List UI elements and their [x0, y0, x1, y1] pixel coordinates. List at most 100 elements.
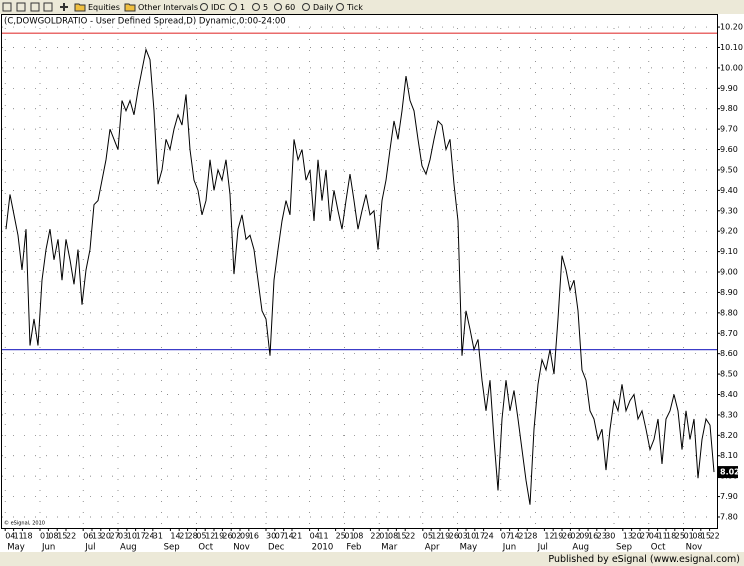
- x-tick-label: 08: [353, 532, 363, 541]
- y-tick-label: 8.50: [720, 370, 738, 379]
- y-tick-label: 8.20: [720, 431, 738, 440]
- y-tick-label: 9.70: [720, 125, 738, 134]
- y-tick-label: 8.70: [720, 329, 738, 338]
- x-tick-label: 11: [658, 532, 668, 541]
- x-tick-label: 30: [266, 532, 276, 541]
- month-label: Oct: [651, 543, 666, 553]
- x-tick-label: 12: [205, 532, 215, 541]
- month-label: Aug: [572, 543, 589, 553]
- y-tick-label: 8.90: [720, 288, 738, 297]
- x-tick-label: 01: [344, 532, 354, 541]
- y-tick-label: 9.30: [720, 206, 738, 215]
- y-tick-label: 9.60: [720, 145, 738, 154]
- x-tick-label: 15: [701, 532, 711, 541]
- toolbar-button[interactable]: IDC: [211, 3, 226, 12]
- y-tick-label: 10.20: [720, 23, 743, 32]
- month-label: Jul: [84, 543, 95, 553]
- x-tick-label: 05: [423, 532, 433, 541]
- last-value-box: [718, 466, 738, 479]
- y-tick-label: 9.10: [720, 247, 738, 256]
- y-tick-label: 8.60: [720, 349, 738, 358]
- x-tick-label: 28: [527, 532, 537, 541]
- x-tick-label: 04: [5, 532, 15, 541]
- y-tick-label: 8.40: [720, 390, 738, 399]
- x-tick-label: 20: [632, 532, 642, 541]
- x-tick-label: 09: [240, 532, 250, 541]
- month-label: Jun: [502, 543, 516, 553]
- y-tick-label: 9.50: [720, 165, 738, 174]
- x-tick-label: 25: [675, 532, 685, 541]
- x-tick-label: 13: [92, 532, 102, 541]
- toolbar-button[interactable]: 5: [263, 3, 268, 12]
- toolbar-icons: [2, 2, 344, 12]
- x-tick-label: 08: [692, 532, 702, 541]
- toolbar-button[interactable]: 1: [240, 3, 245, 12]
- x-tick-label: 31: [153, 532, 163, 541]
- x-tick-label: 19: [553, 532, 563, 541]
- x-tick-label: 02: [570, 532, 580, 541]
- x-tick-label: 01: [684, 532, 694, 541]
- x-tick-label: 14: [170, 532, 180, 541]
- x-tick-label: 20: [101, 532, 111, 541]
- y-tick-label: 8.80: [720, 308, 738, 317]
- x-tick-label: 11: [318, 532, 328, 541]
- x-tick-label: 06: [83, 532, 93, 541]
- x-tick-label: 04: [649, 532, 659, 541]
- y-tick-label: 9.90: [720, 84, 738, 93]
- x-tick-label: 16: [588, 532, 598, 541]
- last-value-label: 8.02: [720, 468, 740, 477]
- x-tick-label: 21: [179, 532, 189, 541]
- y-tick-label: 9.20: [720, 227, 738, 236]
- x-tick-label: 14: [284, 532, 294, 541]
- x-tick-label: 10: [127, 532, 137, 541]
- month-label: Dec: [268, 543, 285, 553]
- toolbar-button[interactable]: Tick: [346, 3, 363, 12]
- x-tick-label: 26: [562, 532, 572, 541]
- footer: Published by eSignal (www.esignal.com): [548, 554, 740, 565]
- x-tick-label: 30: [605, 532, 615, 541]
- month-label: Mar: [381, 543, 398, 553]
- x-tick-label: 05: [196, 532, 206, 541]
- x-tick-label: 07: [501, 532, 511, 541]
- y-tick-label: 10.10: [720, 43, 743, 52]
- x-tick-label: 01: [40, 532, 50, 541]
- toolbar: [0, 0, 744, 14]
- y-tick-label: 7.80: [720, 512, 738, 521]
- toolbar-button[interactable]: 60: [285, 3, 295, 12]
- month-label: Sep: [164, 543, 180, 553]
- x-tick-label: 08: [388, 532, 398, 541]
- month-label: Oct: [198, 543, 213, 553]
- toolbar-button[interactable]: Equities: [88, 3, 120, 12]
- y-tick-label: 8.10: [720, 451, 738, 460]
- x-tick-label: 22: [66, 532, 76, 541]
- x-tick-label: 24: [144, 532, 154, 541]
- x-tick-label: 08: [48, 532, 58, 541]
- x-tick-label: 18: [666, 532, 676, 541]
- x-tick-label: 22: [710, 532, 720, 541]
- x-tick-label: 26: [449, 532, 459, 541]
- month-label: Aug: [120, 543, 137, 553]
- x-tick-label: 18: [22, 532, 32, 541]
- y-tick-label: 9.40: [720, 186, 738, 195]
- x-tick-label: 27: [640, 532, 650, 541]
- month-label: May: [460, 543, 478, 553]
- month-label: Nov: [686, 543, 703, 553]
- x-tick-label: 24: [484, 532, 494, 541]
- month-label: 2010: [312, 543, 334, 553]
- x-tick-label: 22: [370, 532, 380, 541]
- x-tick-label: 11: [14, 532, 24, 541]
- toolbar-button[interactable]: Daily: [313, 3, 334, 12]
- chart-title: (C,DOWGOLDRATIO - User Defined Spread,D)…: [4, 17, 286, 27]
- footer-bar: [0, 552, 744, 566]
- x-tick-label: 16: [249, 532, 259, 541]
- y-tick-label: 9.80: [720, 104, 738, 113]
- month-label: Nov: [233, 543, 250, 553]
- x-tick-label: 13: [623, 532, 633, 541]
- x-tick-label: 28: [188, 532, 198, 541]
- x-tick-label: 26: [222, 532, 232, 541]
- price-line: [5, 47, 715, 505]
- toolbar-button[interactable]: Other Intervals: [138, 3, 198, 12]
- x-tick-label: 10: [466, 532, 476, 541]
- x-tick-label: 19: [214, 532, 224, 541]
